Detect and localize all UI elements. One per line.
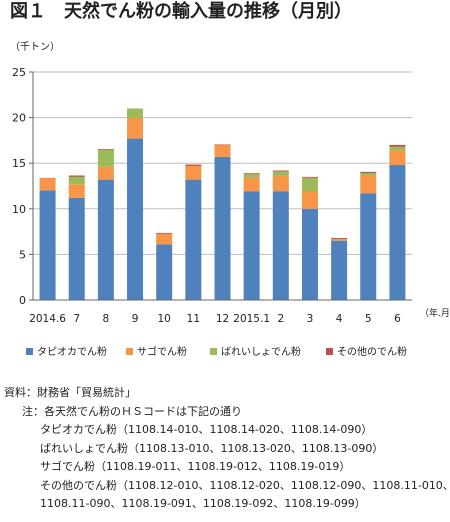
x-tick-label: 8 bbox=[103, 313, 110, 325]
hs-code-note-intro: 注：各天然でん粉のＨＳコードは下記の通り bbox=[22, 404, 242, 418]
bar-segment bbox=[331, 240, 348, 300]
bar-segment bbox=[389, 144, 406, 147]
bar-segment bbox=[389, 146, 406, 151]
bar-segment bbox=[301, 177, 318, 192]
y-tick-label: 10 bbox=[12, 203, 26, 216]
bar-segment bbox=[185, 164, 202, 166]
bar-segment bbox=[68, 176, 85, 185]
bar-segment bbox=[68, 175, 85, 177]
bar-segment bbox=[97, 149, 114, 167]
legend-label: サゴでん粉 bbox=[137, 345, 187, 358]
bar-segment bbox=[360, 171, 377, 174]
hs-code-other-line1: その他のでん粉（1108.12-010、1108.12-020、1108.12-… bbox=[40, 478, 450, 492]
bar-segment bbox=[156, 232, 173, 234]
x-tick-label: 2015.1 bbox=[233, 313, 270, 325]
bar-segment bbox=[68, 184, 85, 198]
bar-segment bbox=[272, 171, 289, 176]
bar-segment bbox=[127, 108, 144, 118]
bar-segment bbox=[272, 175, 289, 192]
bar-segment bbox=[214, 144, 231, 157]
hs-code-potato: ばれいしょでん粉（1108.13-010、1108.13-020、1108.13… bbox=[40, 441, 384, 455]
legend-swatch bbox=[26, 348, 33, 355]
bar-segment bbox=[301, 208, 318, 300]
bar-segment bbox=[272, 170, 289, 172]
bar-segment bbox=[214, 156, 231, 300]
bar-segment bbox=[243, 173, 260, 175]
bar-segment bbox=[185, 179, 202, 300]
legend-label: ばれいしょでん粉 bbox=[221, 345, 301, 358]
bars bbox=[39, 108, 406, 300]
x-tick-label: 4 bbox=[336, 313, 343, 325]
legend-swatch bbox=[126, 348, 133, 355]
legend-swatch bbox=[326, 348, 333, 355]
bar-segment bbox=[127, 117, 144, 139]
bar-segment bbox=[243, 174, 260, 178]
bar-segment bbox=[243, 177, 260, 192]
bar-segment bbox=[331, 237, 348, 239]
x-tick-label: 11 bbox=[187, 313, 200, 325]
x-tick-label: 5 bbox=[365, 313, 372, 325]
y-tick-label: 15 bbox=[12, 157, 26, 170]
bar-segment bbox=[127, 138, 144, 300]
x-tick-label: 10 bbox=[158, 313, 171, 325]
hs-code-sago: サゴでん粉（1108.19-011、1108.19-012、1108.19-01… bbox=[40, 460, 351, 473]
legend-label: タピオカでん粉 bbox=[37, 345, 107, 358]
figure-number: 図１ bbox=[10, 1, 46, 22]
y-tick-label: 20 bbox=[12, 112, 26, 125]
legend-label: その他のでん粉 bbox=[337, 345, 407, 358]
bar-segment bbox=[39, 190, 56, 300]
bar-segment bbox=[301, 191, 318, 209]
x-tick-label: 12 bbox=[216, 313, 229, 325]
bar-segment bbox=[156, 244, 173, 300]
bar-segment bbox=[243, 191, 260, 300]
x-tick-label: 6 bbox=[394, 313, 401, 325]
y-tick-label: 5 bbox=[19, 248, 26, 261]
x-axis-label: （年.月） bbox=[420, 307, 450, 319]
stacked-bar-chart: 0510152025（千トン）（年.月）2014.67891011122015.… bbox=[10, 41, 450, 358]
bar-segment bbox=[39, 177, 56, 191]
bar-segment bbox=[185, 165, 202, 180]
bar-segment bbox=[97, 149, 114, 150]
bar-segment bbox=[97, 166, 114, 180]
figure-title-block: 図１ 天然でん粉の輸入量の推移（月別） bbox=[0, 0, 450, 40]
y-axis-label: （千トン） bbox=[10, 41, 60, 53]
legend-swatch bbox=[210, 348, 217, 355]
axes: 0510152025（千トン）（年.月）2014.67891011122015.… bbox=[10, 41, 450, 325]
hs-code-tapioca: タピオカでん粉（1108.14-010、1108.14-020、1108.14-… bbox=[40, 423, 373, 436]
bar-segment bbox=[389, 165, 406, 300]
source-note: 資料：財務省「貿易統計」 bbox=[4, 386, 136, 399]
bar-segment bbox=[360, 193, 377, 300]
notes-block: 資料：財務省「貿易統計」 注：各天然でん粉のＨＳコードは下記の通り タピオカでん… bbox=[0, 384, 450, 514]
bar-segment bbox=[360, 173, 377, 176]
bar-segment bbox=[360, 175, 377, 194]
x-tick-label: 3 bbox=[307, 313, 314, 325]
figure-title: 天然でん粉の輸入量の推移（月別） bbox=[64, 1, 352, 22]
y-tick-label: 0 bbox=[19, 294, 26, 307]
bar-segment bbox=[301, 176, 318, 178]
bar-segment bbox=[156, 233, 173, 245]
bar-segment bbox=[97, 179, 114, 300]
hs-code-other-line2: 1108.11-090、1108.19-091、1108.19-092、1108… bbox=[40, 497, 366, 510]
x-tick-label: 9 bbox=[132, 313, 139, 325]
bar-segment bbox=[68, 197, 85, 300]
legend: タピオカでん粉 サゴでん粉 ばれいしょでん粉 その他のでん粉 bbox=[26, 345, 407, 358]
bar-segment bbox=[389, 150, 406, 166]
bar-segment bbox=[272, 191, 289, 300]
x-tick-label: 7 bbox=[73, 313, 80, 325]
y-tick-label: 25 bbox=[12, 66, 26, 79]
bar-segment bbox=[331, 238, 348, 241]
x-tick-label: 2014.6 bbox=[29, 313, 66, 325]
x-tick-label: 2 bbox=[277, 313, 284, 325]
bar-segment bbox=[214, 144, 231, 146]
